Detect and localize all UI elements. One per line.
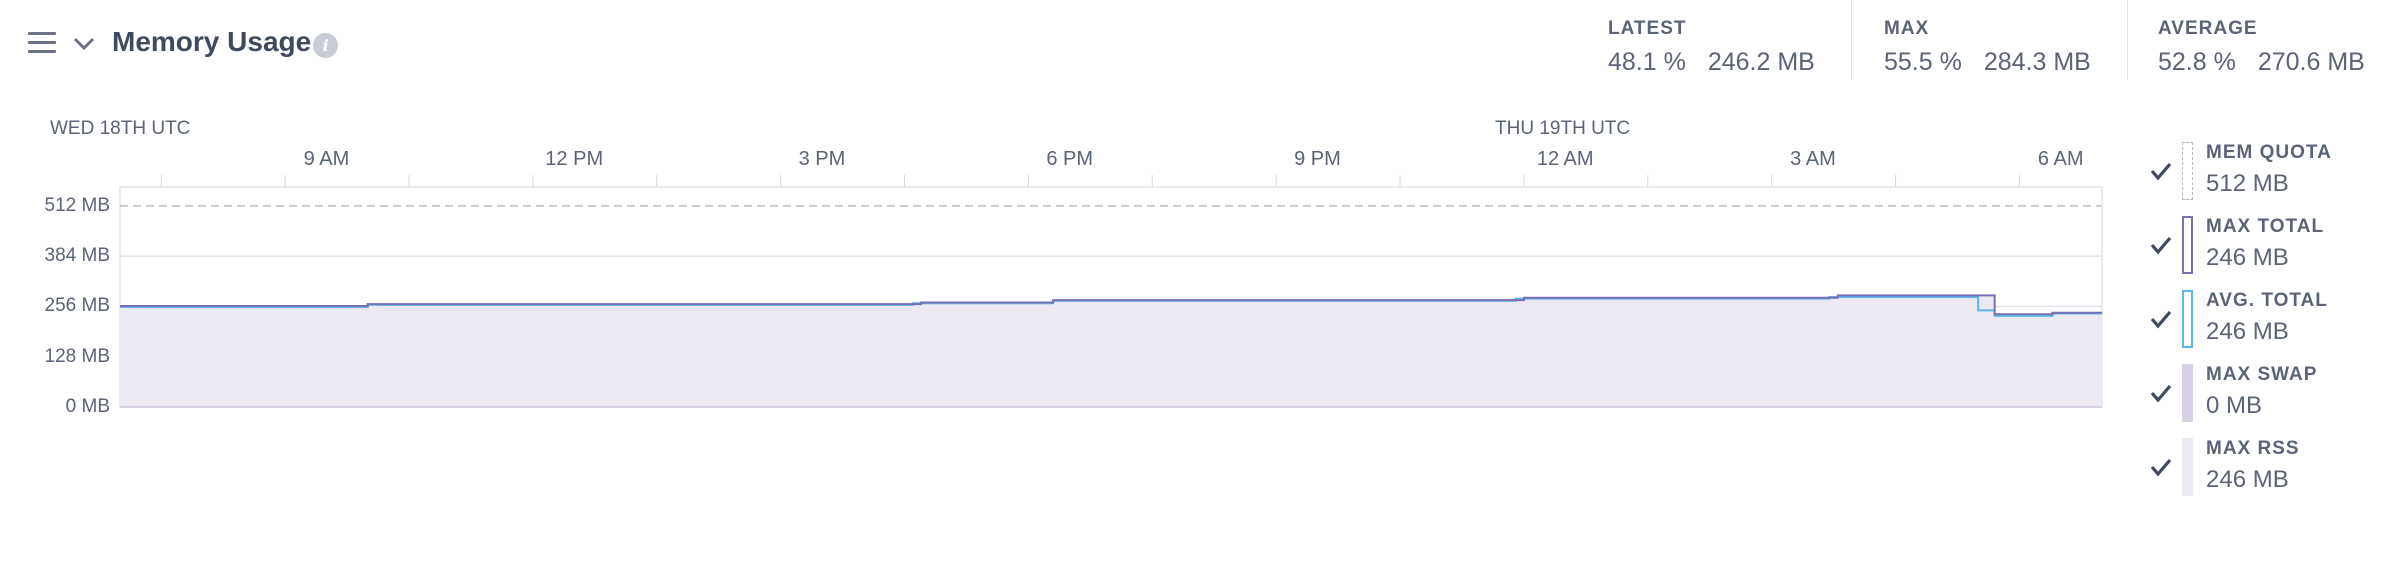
stat-label: AVERAGE: [2158, 18, 2258, 39]
stat-max: MAX 55.5 % 284.3 MB: [1884, 18, 2091, 77]
legend-value: 246 MB: [2206, 318, 2289, 345]
y-tick-label: 384 MB: [44, 245, 110, 267]
x-tick-label: 3 AM: [1790, 148, 1836, 170]
legend-value: 512 MB: [2206, 170, 2289, 197]
legend-value: 0 MB: [2206, 392, 2263, 419]
legend-item-max-rss[interactable]: MAX RSS 246 MB: [2148, 432, 2388, 502]
max-rss-area: [120, 295, 2102, 407]
legend-name: MAX RSS: [2206, 438, 2300, 459]
legend-value: 246 MB: [2206, 244, 2289, 271]
stat-divider: [2127, 0, 2128, 80]
check-icon[interactable]: [2148, 232, 2174, 258]
legend-item-avg-total[interactable]: AVG. TOTAL 246 MB: [2148, 284, 2388, 354]
check-icon[interactable]: [2148, 380, 2174, 406]
stat-mb: 284.3 MB: [1983, 48, 2091, 76]
legend-item-max-total[interactable]: MAX TOTAL 246 MB: [2148, 210, 2388, 280]
check-icon[interactable]: [2148, 158, 2174, 184]
legend-swatch: [2182, 364, 2193, 422]
date-label-wed: WED 18TH UTC: [50, 118, 191, 139]
stat-mb: 246.2 MB: [1707, 48, 1815, 76]
legend-swatch: [2182, 142, 2193, 200]
stat-percent: 48.1 %: [1608, 48, 1686, 76]
x-tick-label: 9 AM: [303, 148, 350, 170]
chevron-down-icon[interactable]: [72, 34, 96, 54]
stat-percent: 55.5 %: [1884, 48, 1962, 76]
info-icon[interactable]: i: [313, 33, 338, 58]
y-tick-label: 0 MB: [65, 396, 110, 417]
hamburger-menu-icon[interactable]: [28, 32, 56, 54]
stat-latest: LATEST 48.1 % 246.2 MB: [1608, 18, 1815, 77]
x-tick-label: 6 PM: [1046, 148, 1094, 170]
y-tick-label: 128 MB: [44, 345, 110, 367]
legend-name: MAX TOTAL: [2206, 216, 2325, 237]
stat-divider: [1851, 0, 1852, 80]
legend-name: MEM QUOTA: [2206, 142, 2332, 163]
x-tick-label: 9 PM: [1294, 148, 1341, 170]
x-tick-label: 12 AM: [1536, 148, 1594, 170]
x-tick-label: 12 PM: [545, 148, 604, 170]
page-title: Memory Usage: [112, 26, 312, 57]
check-icon[interactable]: [2148, 454, 2174, 480]
legend-swatch: [2182, 438, 2193, 496]
y-tick-label: 512 MB: [44, 194, 110, 216]
stat-label: MAX: [1884, 18, 1930, 39]
max-total-line: [120, 294, 2102, 316]
x-tick-label: 6 AM: [2037, 148, 2084, 170]
y-tick-label: 256 MB: [44, 295, 110, 317]
stat-label: LATEST: [1608, 18, 1687, 39]
legend-name: MAX SWAP: [2206, 364, 2318, 385]
legend-item-mem-quota[interactable]: MEM QUOTA 512 MB: [2148, 136, 2388, 206]
check-icon[interactable]: [2148, 306, 2174, 332]
stat-percent: 52.8 %: [2158, 48, 2236, 76]
legend-swatch: [2182, 216, 2193, 274]
date-label-thu: THU 19TH UTC: [1495, 118, 1631, 139]
stat-mb: 270.6 MB: [2257, 48, 2365, 76]
legend-swatch: [2182, 290, 2193, 348]
legend-item-max-swap[interactable]: MAX SWAP 0 MB: [2148, 358, 2388, 428]
legend-name: AVG. TOTAL: [2206, 290, 2328, 311]
stat-average: AVERAGE 52.8 % 270.6 MB: [2158, 18, 2365, 77]
legend-value: 246 MB: [2206, 466, 2289, 493]
x-tick-label: 3 PM: [798, 148, 846, 170]
panel-header: Memory Usage i LATEST 48.1 % 246.2 MB MAX…: [0, 0, 2394, 100]
